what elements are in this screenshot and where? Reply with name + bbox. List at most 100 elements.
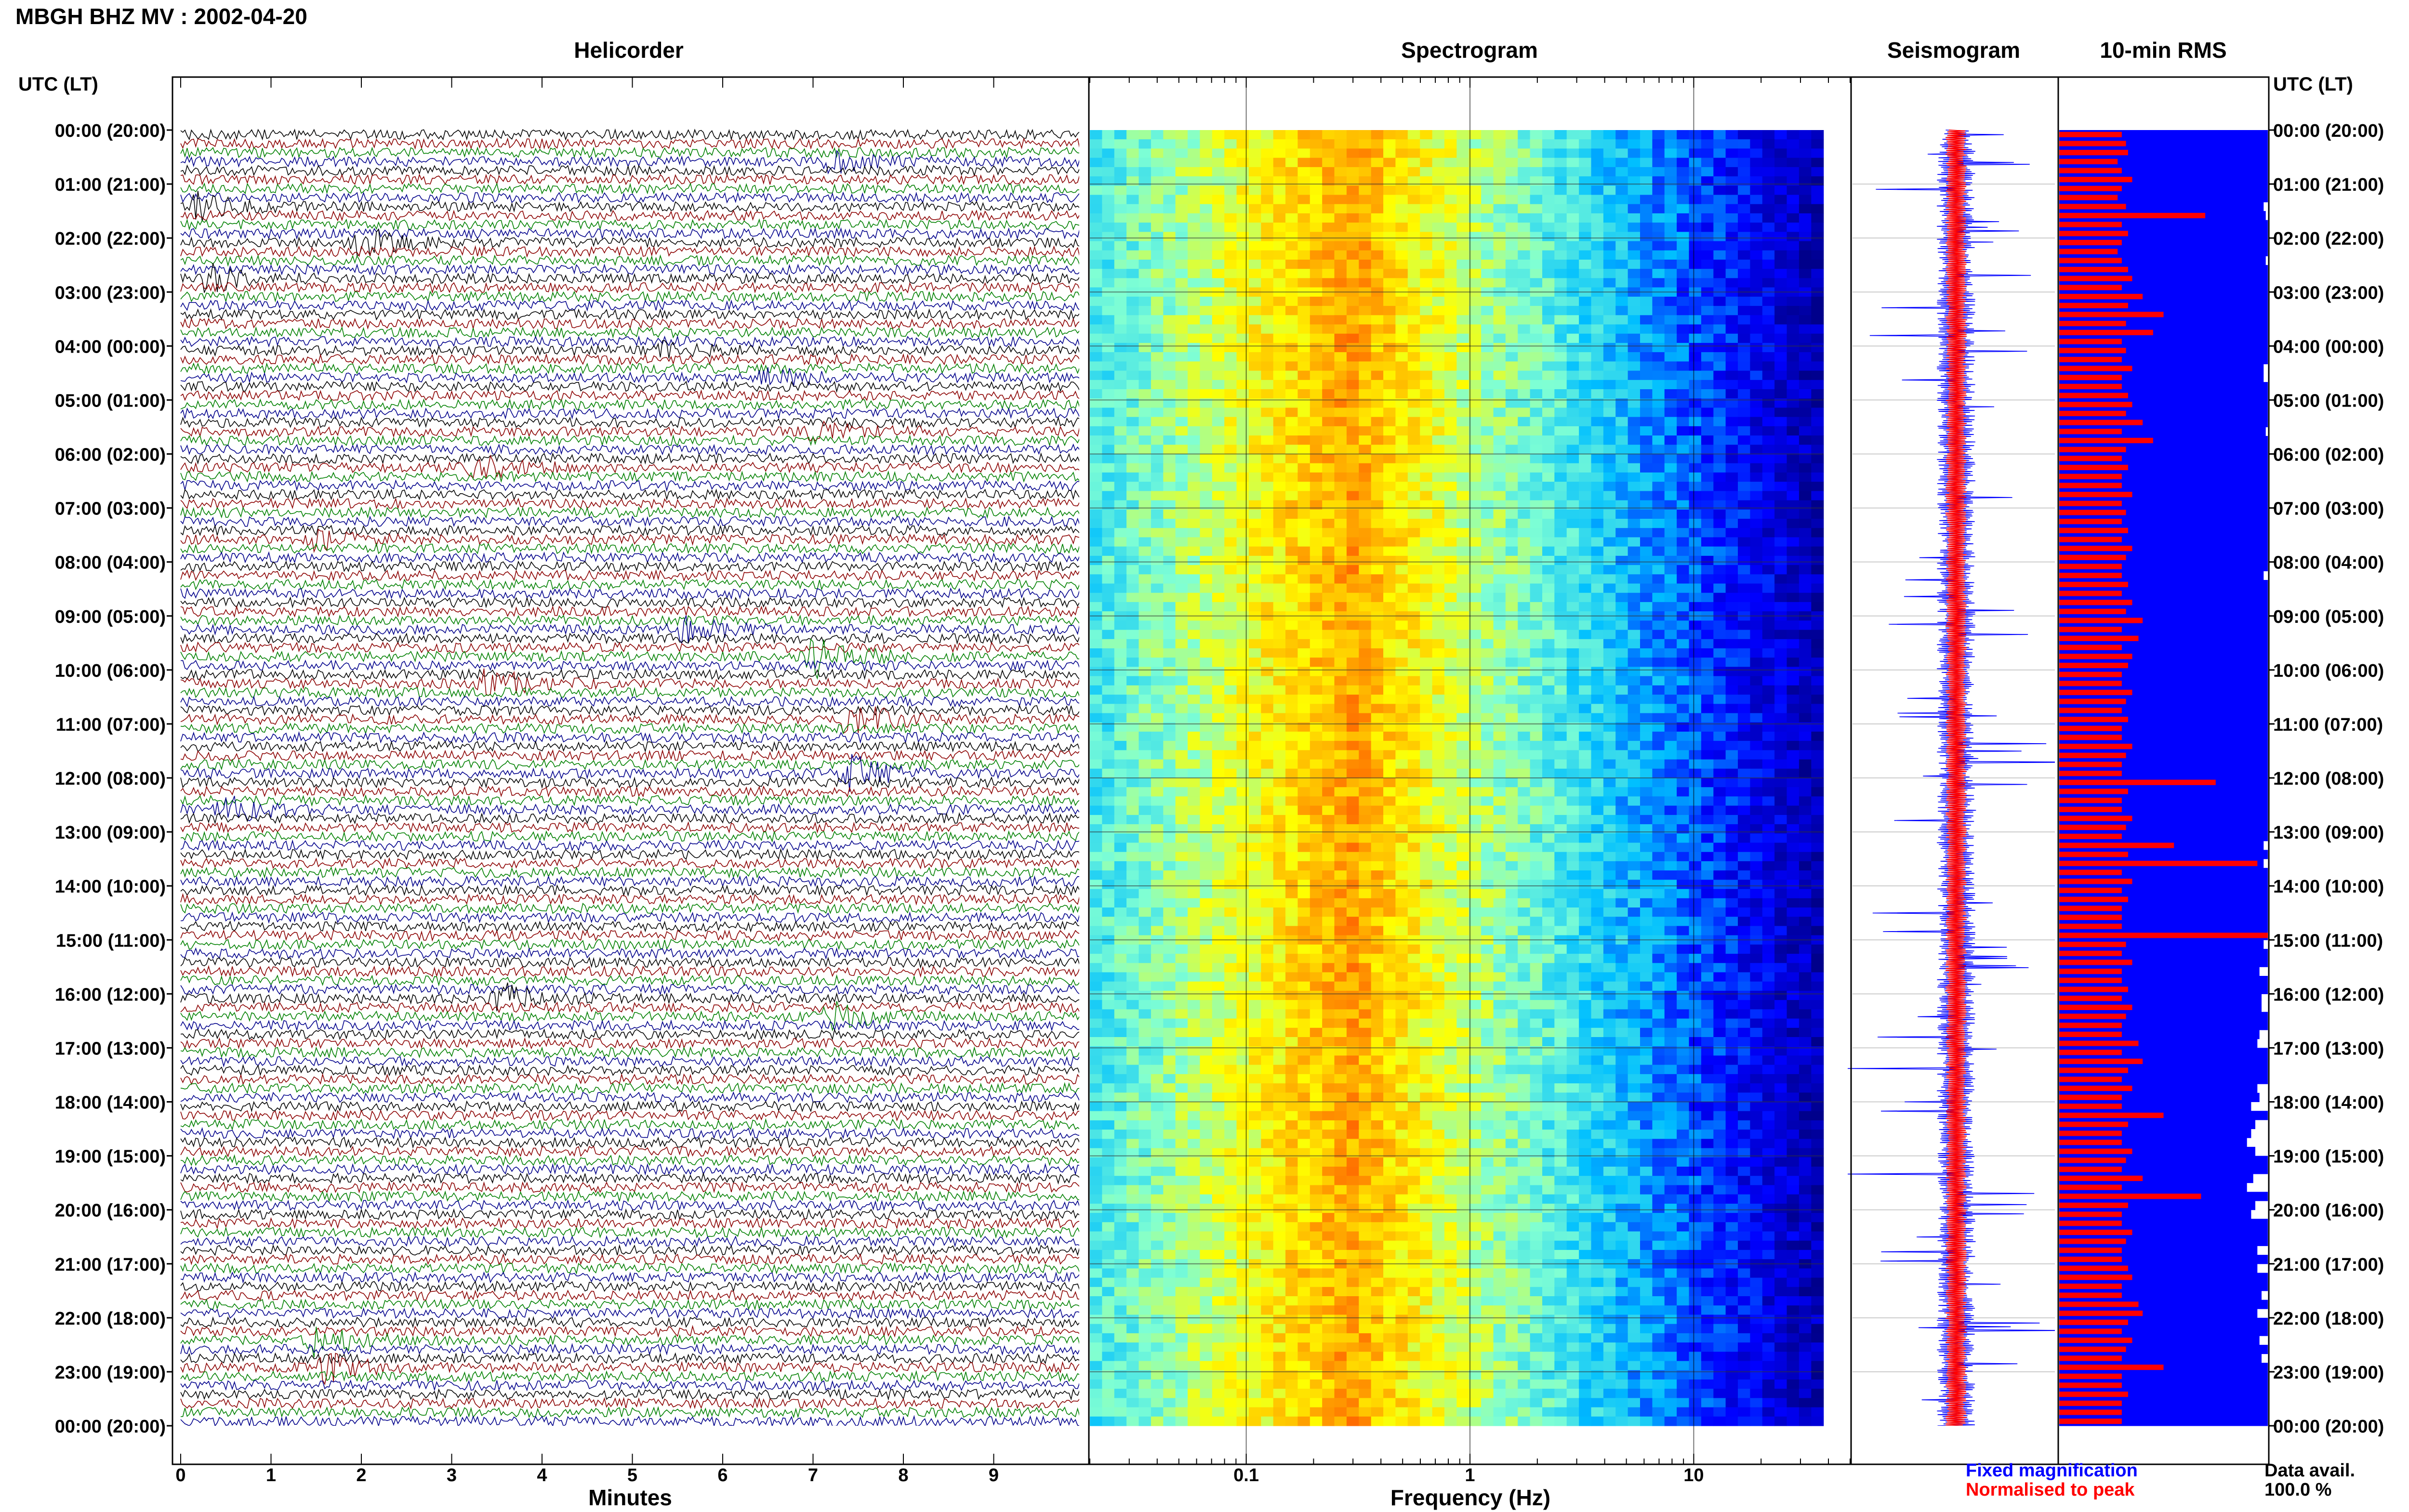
spectrogram-cell — [1677, 482, 1690, 491]
spectrogram-cell — [1151, 592, 1164, 603]
spectrogram-cell — [1481, 704, 1494, 714]
spectrogram-cell — [1554, 370, 1567, 381]
spectrogram-cell — [1420, 657, 1433, 667]
spectrogram-cell — [1114, 546, 1127, 556]
spectrogram-cell — [1738, 667, 1750, 677]
spectrogram-cell — [1640, 435, 1653, 445]
spectrogram-cell — [1151, 195, 1164, 205]
spectrogram-cell — [1787, 380, 1800, 390]
spectrogram-cell — [1200, 630, 1213, 640]
spectrogram-cell — [1322, 787, 1335, 797]
spectrogram-cell — [1579, 713, 1592, 723]
spectrogram-cell — [1677, 648, 1690, 658]
spectrogram-cell — [1444, 713, 1457, 723]
spectrogram-cell — [1163, 583, 1176, 593]
spectrogram-cell — [1395, 750, 1408, 760]
spectrogram-cell — [1615, 213, 1628, 223]
spectrogram-cell — [1689, 185, 1702, 196]
spectrogram-cell — [1677, 546, 1690, 556]
spectrogram-cell — [1322, 583, 1335, 593]
spectrogram-cell — [1640, 695, 1653, 704]
spectrogram-cell — [1713, 583, 1726, 593]
spectrogram-cell — [1444, 158, 1457, 168]
spectrogram-cell — [1787, 583, 1800, 593]
spectrogram-cell — [1310, 176, 1323, 186]
spectrogram-cell — [1640, 842, 1653, 853]
spectrogram-cell — [1591, 861, 1604, 871]
spectrogram-cell — [1432, 741, 1445, 750]
spectrogram-cell — [1407, 342, 1420, 353]
spectrogram-cell — [1151, 278, 1164, 288]
spectrogram-cell — [1432, 842, 1445, 853]
spectrogram-cell — [1530, 815, 1543, 825]
spectrogram-cell — [1505, 750, 1518, 760]
spectrogram-cell — [1200, 685, 1213, 695]
spectrogram-cell — [1200, 592, 1213, 603]
spectrogram-cell — [1725, 454, 1738, 464]
spectrogram-cell — [1346, 574, 1359, 584]
spectrogram-cell — [1750, 491, 1763, 501]
spectrogram-cell — [1334, 602, 1347, 612]
spectrogram-cell — [1151, 778, 1164, 788]
spectrogram-cell — [1640, 260, 1653, 269]
spectrogram-cell — [1102, 870, 1115, 880]
spectrogram-cell — [1297, 842, 1310, 853]
spectrogram-cell — [1163, 435, 1176, 445]
spectrogram-cell — [1407, 759, 1420, 769]
spectrogram-cell — [1175, 333, 1188, 343]
spectrogram-cell — [1469, 833, 1482, 843]
spectrogram-cell — [1151, 426, 1164, 436]
spectrogram-cell — [1774, 787, 1787, 797]
spectrogram-cell — [1297, 620, 1310, 631]
spectrogram-cell — [1725, 445, 1738, 455]
spectrogram-cell — [1652, 223, 1665, 232]
spectrogram-cell — [1151, 445, 1164, 455]
spectrogram-cell — [1420, 491, 1433, 501]
spectrogram-cell — [1652, 555, 1665, 565]
spectrogram-cell — [1212, 176, 1225, 186]
spectrogram-cell — [1432, 722, 1445, 732]
spectrogram-cell — [1346, 787, 1359, 797]
spectrogram-cell — [1114, 778, 1127, 788]
spectrogram-cell — [1701, 861, 1714, 871]
spectrogram-cell — [1701, 241, 1714, 251]
spectrogram-cell — [1407, 861, 1420, 871]
spectrogram-cell — [1615, 260, 1628, 269]
spectrogram-cell — [1151, 361, 1164, 371]
spectrogram-cell — [1750, 842, 1763, 853]
spectrogram-cell — [1566, 445, 1579, 455]
spectrogram-cell — [1505, 592, 1518, 603]
spectrogram-cell — [1469, 870, 1482, 880]
spectrogram-cell — [1713, 408, 1726, 418]
spectrogram-cell — [1615, 805, 1628, 815]
spectrogram-cell — [1799, 796, 1812, 806]
spectrogram-cell — [1530, 213, 1543, 223]
spectrogram-cell — [1285, 565, 1298, 575]
spectrogram-cell — [1212, 445, 1225, 455]
spectrogram-cell — [1420, 380, 1433, 390]
spectrogram-cell — [1701, 213, 1714, 223]
spectrogram-cell — [1090, 880, 1102, 890]
spectrogram-cell — [1188, 463, 1200, 473]
spectrogram-cell — [1334, 398, 1347, 408]
spectrogram-cell — [1725, 148, 1738, 158]
spectrogram-cell — [1310, 731, 1323, 741]
spectrogram-cell — [1787, 491, 1800, 501]
spectrogram-cell — [1236, 509, 1249, 519]
spectrogram-cell — [1261, 482, 1274, 491]
spectrogram-cell — [1310, 333, 1323, 343]
spectrogram-cell — [1554, 167, 1567, 177]
spectrogram-cell — [1456, 768, 1469, 778]
spectrogram-cell — [1701, 630, 1714, 640]
spectrogram-cell — [1371, 639, 1384, 649]
spectrogram-cell — [1090, 333, 1102, 343]
spectrogram-cell — [1811, 148, 1824, 158]
spectrogram-cell — [1310, 398, 1323, 408]
spectrogram-cell — [1200, 296, 1213, 306]
spectrogram-cell — [1138, 667, 1152, 677]
spectrogram-cell — [1456, 546, 1469, 556]
spectrogram-cell — [1518, 676, 1531, 686]
spectrogram-cell — [1114, 509, 1127, 519]
spectrogram-cell — [1554, 833, 1567, 843]
spectrogram-cell — [1163, 898, 1176, 908]
